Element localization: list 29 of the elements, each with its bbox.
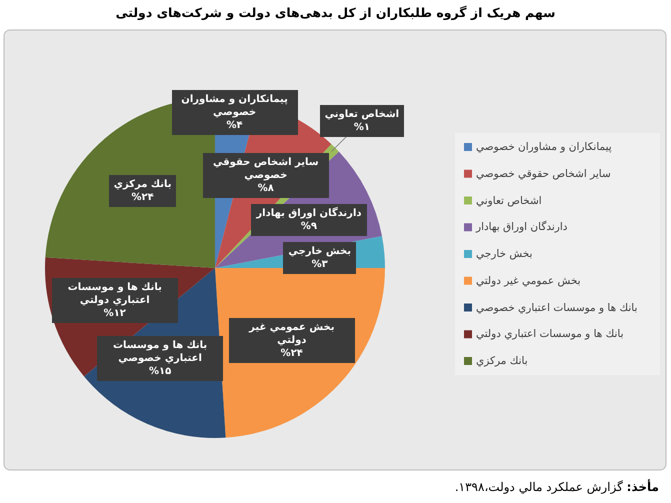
data-label: %۱ <box>352 121 371 134</box>
slice-label: بخش عمومي غير دولتي <box>248 320 336 347</box>
legend-label: بخش عمومي غير دولتي <box>476 274 581 288</box>
data-label: %۳ <box>310 258 329 272</box>
text: مأخذ: گزارش عملکرد مالي دولت،۱۳۹۸. <box>454 479 659 495</box>
slice-label: ساير اشخاص حقوقي خصوصي <box>212 156 320 182</box>
data-label: %۱۵ <box>148 364 172 378</box>
slice-label: اشخاص تعاوني <box>324 108 400 122</box>
data-label: %۹ <box>300 220 318 234</box>
slice-label: بانك ها و موسسات اعتباري دولتي <box>66 281 163 308</box>
data-label: %۱۲ <box>102 307 127 320</box>
legend-label: بانك مركزي <box>476 354 528 368</box>
slice-label: بانك مركزي <box>114 178 172 192</box>
legend-label: بانك ها و موسسات اعتباري خصوصي <box>476 300 638 314</box>
data-label: %۴ <box>226 119 244 132</box>
slice-label: بانك ها و موسسات اعتباري خصوصي <box>112 338 208 364</box>
data-label: %۸ <box>256 182 275 196</box>
slice-label: پيمانكاران و مشاوران خصوصي <box>180 93 289 120</box>
chart-title: سهم هریک از گروه طلبکاران از کل بدهی‌های دولت و شرکت‌های دولتی <box>114 5 556 21</box>
data-label: %۲۴ <box>130 191 155 204</box>
slice-label: دارندگان اوراق بهادار <box>256 207 362 220</box>
legend-label: پيمانكاران و مشاوران خصوصي <box>476 140 612 154</box>
slice-label: بخش خارجي <box>288 245 352 258</box>
legend-label: ساير اشخاص حقوقي خصوصي <box>476 166 611 181</box>
legend-label: بخش خارجي <box>476 247 532 261</box>
legend-label: اشخاص تعاوني <box>476 194 542 208</box>
data-label: %۲۴ <box>280 346 304 360</box>
legend-label: بانك ها و موسسات اعتباري دولتي <box>476 327 624 342</box>
legend-label: دارندگان اوراق بهادار <box>476 220 568 234</box>
